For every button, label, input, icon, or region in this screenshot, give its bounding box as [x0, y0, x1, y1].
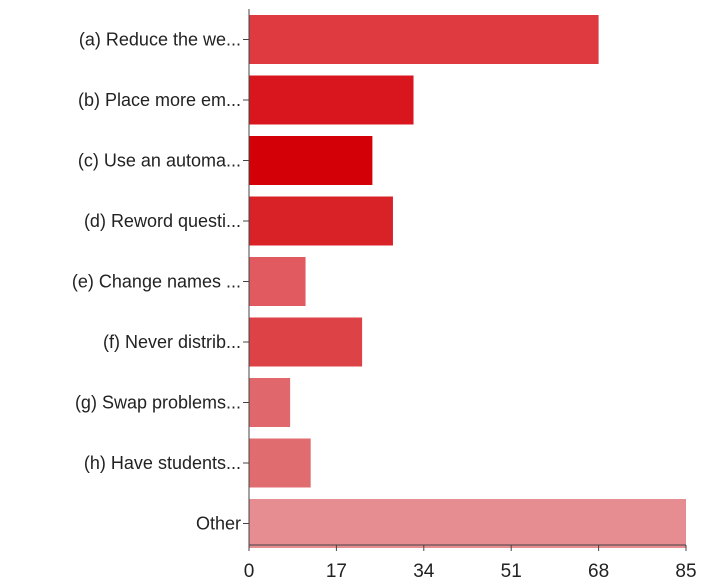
category-label: (e) Change names ...: [72, 272, 241, 292]
bar-4: [249, 196, 393, 246]
bar-7: [249, 378, 291, 427]
category-label: Other: [196, 514, 241, 534]
category-label: (g) Swap problems...: [75, 393, 241, 413]
bar-9: [249, 499, 686, 548]
category-label: (a) Reduce the we...: [79, 30, 241, 50]
bar-5: [249, 257, 306, 306]
category-label: (d) Reword questi...: [84, 211, 241, 231]
category-label: (h) Have students...: [84, 453, 241, 473]
x-tick-label: 51: [501, 561, 522, 582]
bar-1: [249, 15, 599, 64]
x-tick-label: 68: [588, 561, 609, 582]
x-axis: 0 17 34 51 68 85: [243, 9, 697, 582]
category-label: (f) Never distrib...: [103, 332, 241, 352]
category-label: (b) Place more em...: [78, 90, 241, 110]
category-labels: (a) Reduce the we... (b) Place more em...…: [72, 30, 241, 534]
x-tick-label: 0: [244, 561, 255, 582]
x-tick-label: 85: [675, 561, 696, 582]
bar-3: [249, 136, 373, 185]
bar-2: [249, 75, 414, 125]
x-tick-label: 34: [413, 561, 435, 582]
x-tick-label: 17: [326, 561, 347, 582]
bar-6: [249, 317, 363, 367]
bars-layer: [249, 15, 686, 548]
category-label: (c) Use an automa...: [78, 151, 241, 171]
bar-8: [249, 438, 311, 488]
